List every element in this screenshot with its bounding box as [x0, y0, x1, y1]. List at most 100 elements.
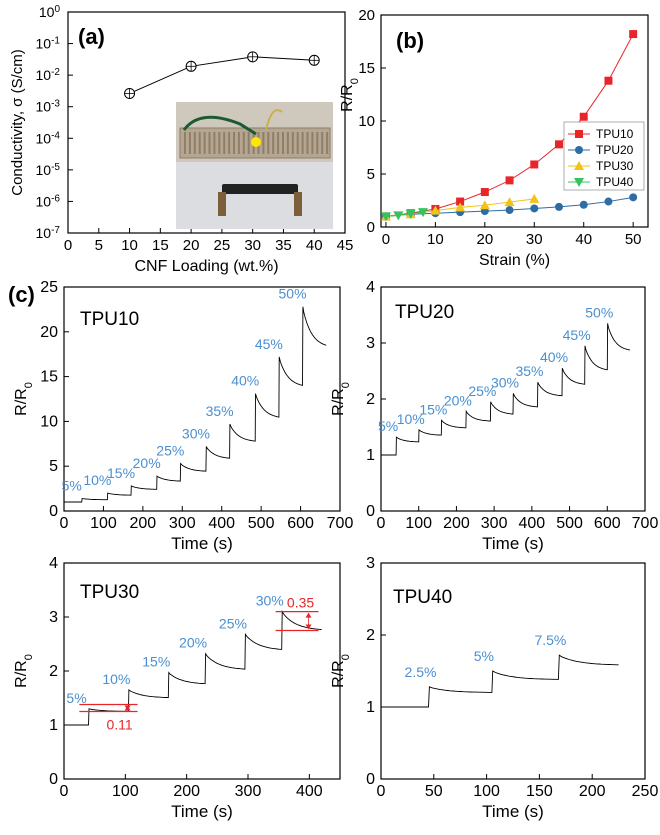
delta-annotation: 0.11	[79, 703, 138, 733]
x-tick-label: 100	[405, 515, 432, 532]
x-tick-label: 300	[235, 783, 262, 800]
breadboard-holes	[291, 132, 294, 154]
wire	[182, 115, 257, 136]
y-tick-label: 0	[367, 219, 375, 236]
data-point	[480, 188, 489, 197]
strain-label: 20%	[179, 635, 207, 651]
resistance-trace	[381, 654, 619, 708]
data-point	[430, 205, 441, 215]
x-tick-label: 20	[183, 237, 200, 254]
y-tick-label: 3	[366, 335, 375, 352]
legend-label: TPU30	[596, 159, 634, 173]
x-axis-label: Time (s)	[482, 534, 544, 553]
strain-label: 15%	[419, 401, 447, 417]
legend-label: TPU20	[596, 143, 634, 157]
x-tick-label: 700	[632, 515, 659, 532]
y-tick-label: 10-3	[36, 98, 61, 115]
strain-label: 30%	[256, 593, 284, 609]
breadboard-holes	[296, 132, 299, 154]
y-tick-label: 10-4	[36, 130, 61, 147]
x-tick-label: 400	[208, 515, 235, 532]
delta-label: 0.35	[287, 595, 314, 611]
y-tick-label: 3	[366, 555, 375, 572]
data-point	[629, 30, 638, 39]
panel-tpu40: 0 50 100 150 200 250 0 1 2 3 Time (s) R/R0 TPU40 2.5%…	[330, 555, 658, 821]
y-tick-label: 10-7	[36, 225, 61, 242]
x-tick-label: 0	[382, 231, 390, 248]
y-tick-label: 10-2	[36, 67, 61, 84]
breadboard-holes	[237, 132, 240, 154]
plot-frame	[380, 562, 646, 780]
strain-label: 10%	[83, 472, 111, 488]
x-tick-label: 200	[130, 515, 157, 532]
data-point	[504, 197, 515, 207]
breadboard-holes	[321, 132, 324, 154]
data-point	[529, 193, 540, 203]
x-tick-label: 0	[64, 237, 72, 254]
x-tick-label: 100	[112, 783, 139, 800]
strain-label: 25%	[156, 443, 184, 459]
x-tick-label: 400	[296, 783, 323, 800]
x-tick-label: 0	[60, 515, 69, 532]
x-tick-label: 500	[556, 515, 583, 532]
y-axis-label: R/R0	[339, 78, 361, 112]
panel-tpu20: 0 100 200 300 400 500 600 700 0 1 2 3 4 Time (s) R/R0 T…	[330, 279, 658, 553]
strain-label: 50%	[279, 286, 307, 302]
arrow-head	[124, 705, 131, 711]
strain-label: 50%	[585, 304, 613, 320]
y-axis-label: R/R0	[13, 382, 35, 416]
photo-lower	[176, 162, 333, 229]
breadboard-holes	[188, 132, 191, 154]
legend-marker	[574, 161, 584, 170]
x-tick-label: 10	[427, 231, 444, 248]
y-tick-label: 5	[49, 458, 58, 475]
x-tick-label: 40	[306, 237, 323, 254]
y-tick-label: 10	[40, 413, 58, 430]
x-axis-label: Time (s)	[482, 802, 544, 821]
breadboard-holes	[277, 132, 280, 154]
strain-label: 20%	[444, 392, 472, 408]
y-axis-label: R/R0	[330, 654, 352, 688]
breadboard-holes	[311, 132, 314, 154]
series-title: TPU40	[393, 587, 452, 608]
x-tick-label: 150	[526, 783, 553, 800]
strain-label: 5%	[474, 648, 494, 664]
breadboard-holes	[282, 132, 284, 154]
x-tick-label: 100	[90, 515, 117, 532]
data-point	[579, 112, 588, 121]
x-tick-label: 30	[244, 237, 261, 254]
data-point	[555, 202, 563, 211]
series-title: TPU20	[395, 302, 454, 323]
x-tick-label: 30	[526, 231, 543, 248]
y-tick-label: 10-1	[36, 35, 61, 52]
x-tick-label: 400	[519, 515, 546, 532]
x-tick-label: 200	[173, 783, 200, 800]
breadboard-holes	[184, 132, 186, 154]
y-tick-label: 5	[367, 166, 375, 183]
y-tick-label: 0	[366, 503, 375, 520]
strain-label: 45%	[563, 327, 591, 343]
y-tick-label: 4	[366, 279, 375, 296]
data-point	[479, 200, 490, 210]
x-tick-label: 0	[60, 783, 69, 800]
x-tick-label: 45	[337, 237, 354, 254]
y-tick-label: 20	[358, 7, 375, 24]
panel-a: 0 5 10 15 20 25 30 35 40 45 100 10-1 10-2 10-3 10-4 10-…	[9, 4, 353, 276]
x-tick-label: 300	[481, 515, 508, 532]
breadboard-holes	[233, 132, 235, 154]
plot-frame	[63, 286, 341, 512]
breadboard-holes	[218, 132, 221, 154]
panel-tpu30: 0 100 200 300 400 0 1 2 3 4 Time (s) R/R0 TPU30 5% 10%…	[13, 555, 341, 821]
data-point	[505, 176, 514, 185]
y-tick-label: 25	[40, 279, 58, 296]
breadboard-holes	[208, 132, 211, 154]
x-axis-label: Time (s)	[171, 534, 233, 553]
y-tick-label: 4	[49, 555, 58, 572]
series-title: TPU10	[80, 309, 139, 330]
y-axis-label: Conductivity, σ (S/cm)	[9, 49, 26, 196]
breadboard-holes	[228, 132, 231, 154]
x-tick-label: 10	[121, 237, 138, 254]
strain-label: 5%	[378, 418, 398, 434]
strain-label: 15%	[142, 654, 170, 670]
strain-label: 40%	[231, 373, 259, 389]
